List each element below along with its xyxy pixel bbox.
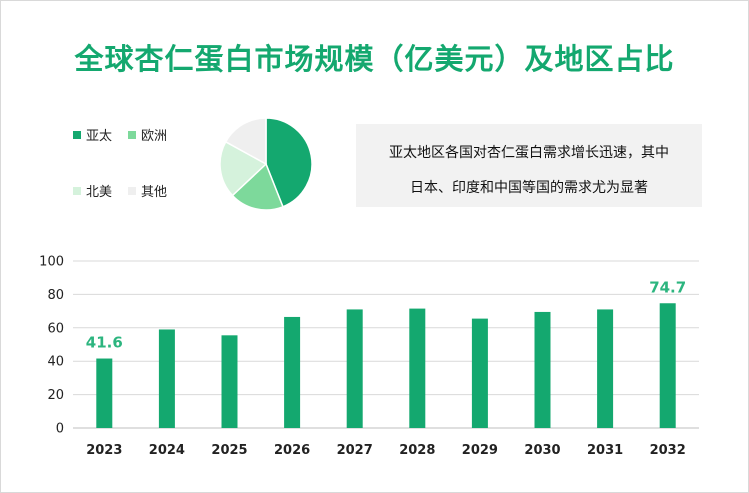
data-label: 41.6 [86, 334, 123, 352]
bar [597, 309, 614, 428]
pie-slice [265, 117, 313, 208]
legend-swatch [128, 130, 136, 139]
bar [346, 309, 363, 428]
note-line-2: 日本、印度和中国等国的需求尤为显著 [410, 180, 648, 196]
y-tick-label: 60 [47, 321, 64, 336]
legend-label: 北美 [86, 185, 113, 200]
legend-swatch [73, 130, 81, 139]
chart-title: 全球杏仁蛋白市场规模（亿美元）及地区占比 [74, 42, 675, 76]
bar [158, 329, 175, 428]
legend-label: 亚太 [86, 129, 113, 144]
x-tick-label: 2024 [149, 443, 185, 458]
x-tick-label: 2030 [524, 443, 560, 458]
y-tick-label: 100 [39, 255, 64, 270]
legend-item-europe: 欧洲 [128, 125, 167, 144]
legend-swatch [73, 186, 81, 195]
data-label: 74.7 [649, 278, 686, 296]
bar [534, 311, 551, 428]
legend-label: 欧洲 [141, 129, 168, 144]
x-tick-label: 2027 [337, 443, 373, 458]
y-tick-label: 20 [47, 388, 64, 403]
y-tick-label: 80 [47, 288, 64, 303]
legend-item-asia-pacific: 亚太 [73, 125, 112, 144]
pie-slice [219, 140, 268, 197]
bar [96, 358, 113, 428]
bar-series: 41.6 74.7 [86, 278, 686, 428]
x-tick-label: 2023 [86, 443, 122, 458]
bar [284, 316, 301, 428]
y-tick-label: 40 [47, 355, 64, 370]
bar [659, 303, 676, 428]
x-tick-label: 2031 [587, 443, 623, 458]
axis-ticks: 0 20 40 60 80 100 2023 2024 2025 2026 2027 2028 2029… [39, 255, 686, 459]
bar [471, 318, 488, 428]
bar [221, 335, 238, 428]
x-tick-label: 2025 [211, 443, 247, 458]
note-box: 亚太地区各国对杏仁蛋白需求增长迅速，其中 日本、印度和中国等国的需求尤为显著 [356, 124, 702, 207]
legend-swatch [128, 186, 136, 195]
legend-item-north-america: 北美 [73, 181, 112, 200]
x-tick-label: 2026 [274, 443, 310, 458]
x-tick-label: 2032 [650, 443, 686, 458]
legend-label: 其他 [141, 185, 168, 200]
pie-chart [219, 117, 313, 211]
y-tick-label: 0 [56, 422, 64, 437]
bar [409, 308, 426, 428]
legend-item-other: 其他 [128, 181, 167, 200]
pie-slice [231, 162, 284, 211]
note-line-1: 亚太地区各国对杏仁蛋白需求增长迅速，其中 [389, 145, 669, 161]
x-tick-label: 2029 [462, 443, 498, 458]
pie-slice [224, 117, 267, 166]
x-tick-label: 2028 [399, 443, 435, 458]
grid-lines [73, 260, 699, 429]
